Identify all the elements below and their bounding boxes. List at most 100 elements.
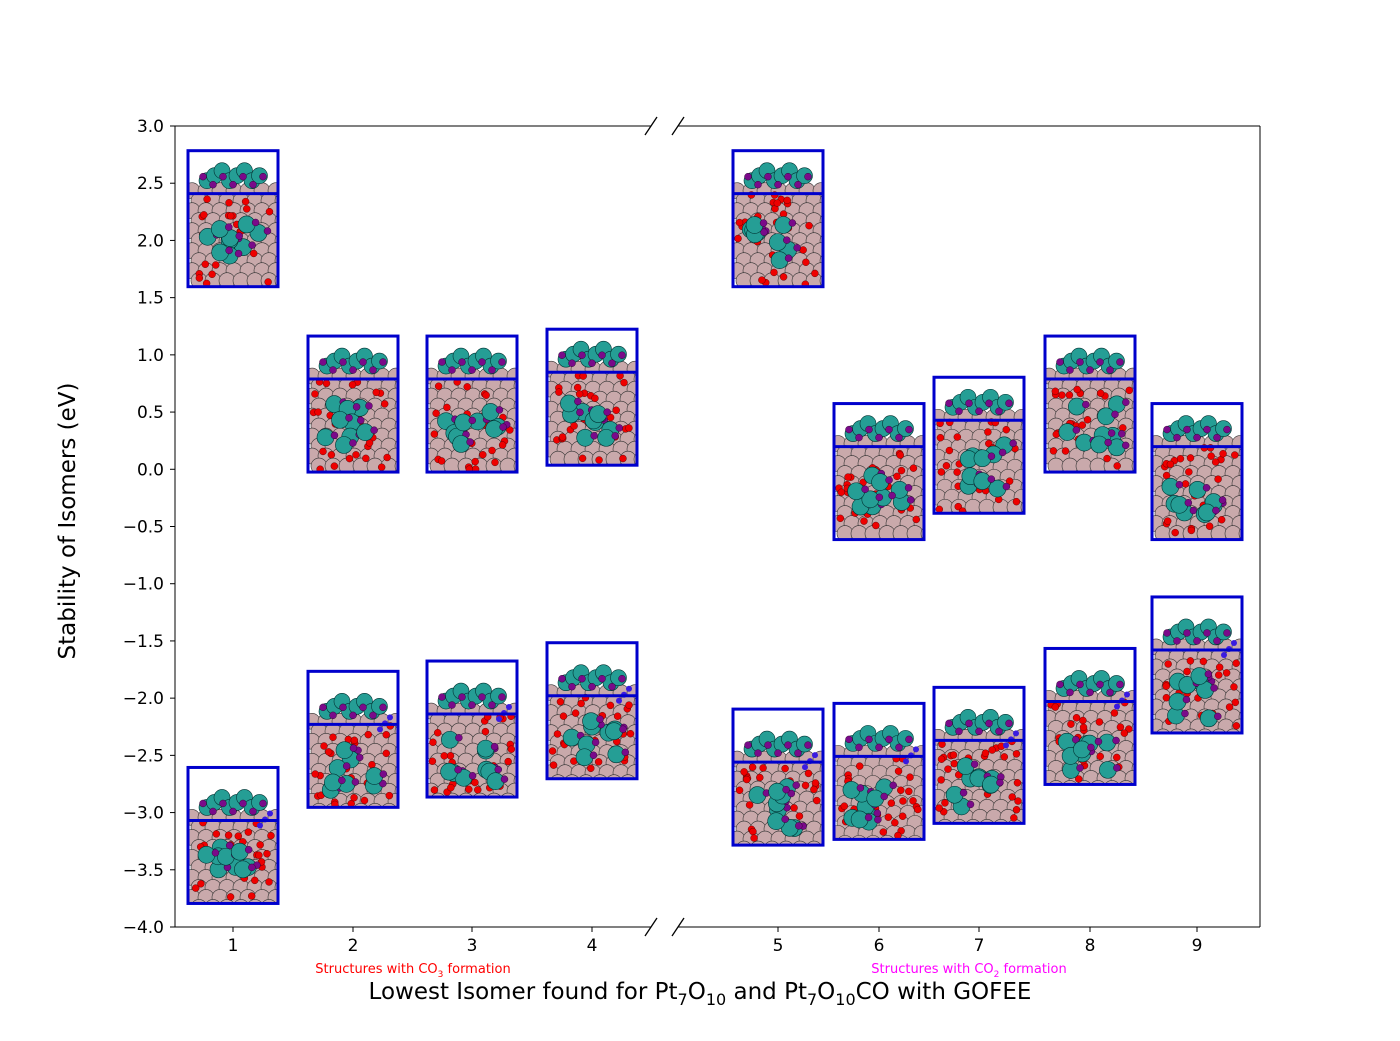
oxygen-atom <box>954 502 962 511</box>
oxygen-atom <box>256 841 264 849</box>
adsorbate-oxygen-atom <box>895 433 903 442</box>
structure-marker <box>832 402 926 542</box>
oxygen-atom <box>606 413 615 422</box>
adsorbate-oxygen-atom <box>349 711 357 720</box>
oxygen-atom <box>626 729 635 738</box>
oxygen-atom <box>195 274 204 282</box>
oxygen-atom <box>440 752 448 760</box>
oxygen-atom <box>811 779 820 787</box>
oxygen-atom <box>331 800 339 808</box>
adsorbate-oxygen-atom <box>349 439 357 447</box>
substrate-atom <box>472 792 488 798</box>
adsorbate-oxygen-atom <box>438 358 446 366</box>
adsorbate-oxygen-atom <box>251 218 260 227</box>
substrate-atom <box>879 835 895 840</box>
oxygen-atom <box>471 457 479 466</box>
oxygen-atom <box>1199 657 1208 666</box>
oxygen-atom <box>577 699 585 708</box>
adsorbate-oxygen-atom <box>1002 482 1011 491</box>
carbon-atom <box>1013 730 1019 737</box>
oxygen-atom <box>897 786 905 794</box>
adsorbate-oxygen-atom <box>338 776 346 785</box>
adsorbate-oxygen-atom <box>855 433 863 442</box>
carbon-atom <box>377 726 383 733</box>
oxygen-atom <box>553 730 562 738</box>
adsorbate-oxygen-atom <box>985 399 993 407</box>
marker-frame <box>932 685 1026 825</box>
structure-marker <box>1043 646 1137 786</box>
annotation-co2-formation: Structures with CO2 formation <box>871 962 1066 980</box>
x-tick-label: 1 <box>228 936 239 956</box>
substrate-atom <box>764 840 780 846</box>
oxygen-atom <box>327 451 336 459</box>
structure-marker <box>932 685 1026 825</box>
adsorbate-oxygen-atom <box>219 172 227 181</box>
oxygen-atom <box>735 218 744 227</box>
oxygen-atom <box>1079 716 1087 725</box>
adsorbate-oxygen-atom <box>1183 629 1191 637</box>
oxygen-atom <box>743 775 751 784</box>
oxygen-atom <box>783 196 791 205</box>
oxygen-atom <box>612 406 620 414</box>
carbon-atom <box>1114 703 1120 710</box>
adsorbate-oxygen-atom <box>904 484 913 492</box>
adsorbate-oxygen-atom <box>1122 441 1130 450</box>
oxygen-atom <box>1000 753 1009 761</box>
substrate-atom <box>486 792 502 798</box>
adsorbate-oxygen-atom <box>211 849 220 857</box>
oxygen-atom <box>1061 447 1070 455</box>
substrate-atom <box>1169 728 1185 733</box>
oxygen-atom <box>836 514 845 523</box>
oxygen-atom <box>941 799 949 807</box>
adsorbate-oxygen-atom <box>370 426 378 434</box>
adsorbate-oxygen-atom <box>996 778 1004 787</box>
oxygen-atom <box>595 456 603 464</box>
adsorbate-oxygen-atom <box>975 407 983 415</box>
adsorbate-oxygen-atom <box>356 753 364 762</box>
adsorbate-oxygen-atom <box>1076 764 1084 772</box>
substrate-atom <box>1225 728 1241 733</box>
adsorbate-oxygen-atom <box>596 715 604 723</box>
adsorbate-oxygen-atom <box>330 431 339 440</box>
oxygen-atom <box>949 751 958 759</box>
adsorbate-oxygen-atom <box>966 800 975 809</box>
oxygen-atom <box>1166 460 1175 469</box>
adsorbate-oxygen-atom <box>209 180 217 189</box>
adsorbate-oxygen-atom <box>588 359 596 367</box>
carbon-atom <box>616 697 622 704</box>
y-tick-label: −1.0 <box>123 575 164 595</box>
oxygen-atom <box>802 258 810 266</box>
adsorbate-oxygen-atom <box>369 711 377 720</box>
substrate-atom <box>1007 819 1023 824</box>
carbon-atom <box>802 764 808 771</box>
adsorbate-oxygen-atom <box>845 425 853 434</box>
adsorbate-oxygen-atom <box>792 781 800 789</box>
adsorbate-oxygen-atom <box>804 172 812 181</box>
adsorbate-oxygen-atom <box>339 703 347 712</box>
marker-frame <box>731 149 825 289</box>
adsorbate-oxygen-atom <box>1182 695 1191 704</box>
structure-marker <box>1150 402 1244 542</box>
adsorbate-oxygen-atom <box>1210 684 1218 692</box>
adsorbate-oxygen-atom <box>782 785 790 794</box>
adsorbate-oxygen-atom <box>774 180 782 189</box>
y-tick-label: 3.0 <box>137 117 164 137</box>
adsorbate-oxygen-atom <box>249 180 257 189</box>
annotation-co3-formation: Structures with CO3 formation <box>315 962 510 980</box>
adsorbate-oxygen-atom <box>754 180 762 189</box>
oxygen-atom <box>1205 522 1214 530</box>
adsorbate-oxygen-atom <box>500 775 509 783</box>
adsorbate-oxygen-atom <box>319 358 327 366</box>
adsorbate-oxygen-atom <box>448 701 456 709</box>
oxygen-atom <box>429 738 437 746</box>
oxygen-atom <box>942 462 951 470</box>
oxygen-atom <box>790 804 798 812</box>
oxygen-atom <box>1171 528 1179 537</box>
oxygen-atom <box>935 804 943 812</box>
adsorbate-oxygen-atom <box>1173 433 1181 442</box>
adsorbate-oxygen-atom <box>248 241 256 249</box>
axis-break-mark-top-right <box>671 116 685 136</box>
oxygen-atom <box>243 205 251 213</box>
axis-break-mark-top-left <box>644 116 658 136</box>
